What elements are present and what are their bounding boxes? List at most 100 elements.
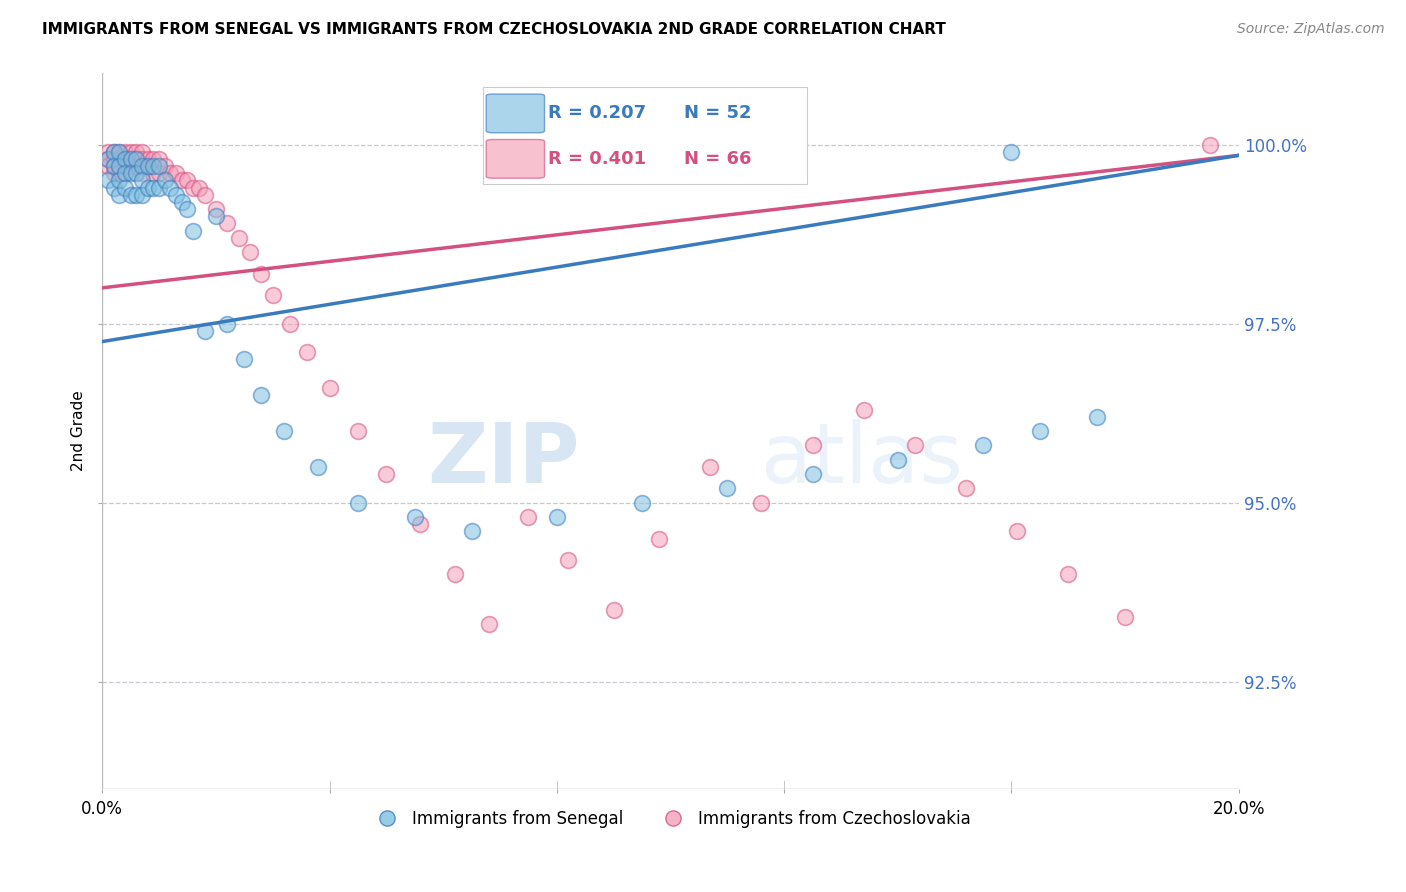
Point (250, 388, 273, 402)
Point (602, 603, 624, 617)
Point (404, 510, 426, 524)
Point (852, 402, 875, 417)
Point (108, 152, 131, 166)
Point (409, 517, 432, 532)
Point (165, 166, 187, 180)
Point (318, 381, 340, 395)
Point (801, 438, 824, 452)
Point (557, 553, 579, 567)
Point (120, 152, 142, 166)
Point (217, 317, 239, 331)
Point (170, 194, 193, 209)
Point (278, 317, 301, 331)
Point (1057, 567, 1080, 582)
Point (193, 187, 215, 202)
Point (250, 267, 273, 281)
Point (751, 496, 773, 510)
Point (108, 173, 131, 187)
Point (97, 152, 120, 166)
Y-axis label: 2nd Grade: 2nd Grade (72, 391, 86, 472)
Point (120, 166, 142, 180)
Point (103, 145, 125, 159)
Point (131, 159, 153, 173)
Point (108, 159, 131, 173)
Point (136, 159, 159, 173)
Point (108, 187, 131, 202)
Point (125, 152, 148, 166)
Point (148, 166, 170, 180)
Point (136, 152, 159, 166)
Point (103, 152, 125, 166)
Point (97, 159, 120, 173)
Point (176, 173, 198, 187)
Point (187, 180, 209, 194)
Point (97, 173, 120, 187)
Point (148, 152, 170, 166)
Point (307, 459, 329, 474)
Point (460, 524, 482, 539)
Point (125, 152, 148, 166)
Point (120, 152, 142, 166)
Point (125, 166, 148, 180)
Point (170, 173, 193, 187)
Point (131, 173, 153, 187)
Point (904, 438, 927, 452)
Point (972, 438, 994, 452)
Point (193, 324, 215, 338)
Point (103, 159, 125, 173)
Point (801, 467, 824, 481)
Point (347, 424, 370, 438)
Point (1000, 145, 1022, 159)
Point (159, 180, 181, 194)
Point (108, 166, 131, 180)
Point (165, 187, 187, 202)
Point (131, 187, 153, 202)
Point (228, 230, 250, 244)
Point (153, 173, 176, 187)
Point (125, 187, 148, 202)
Point (125, 145, 148, 159)
Point (1029, 424, 1052, 438)
Point (181, 180, 204, 194)
Point (443, 567, 465, 582)
Point (375, 467, 398, 481)
Point (114, 180, 136, 194)
Point (1005, 524, 1028, 539)
Point (631, 496, 654, 510)
Point (120, 145, 142, 159)
Point (103, 159, 125, 173)
Point (176, 202, 198, 216)
Point (205, 202, 228, 216)
Point (103, 166, 125, 180)
Point (517, 510, 540, 524)
Point (295, 345, 318, 359)
Point (125, 159, 148, 173)
Text: 20.0%: 20.0% (1212, 800, 1265, 818)
Point (142, 159, 165, 173)
Point (1199, 137, 1222, 152)
Point (546, 510, 568, 524)
Point (716, 482, 738, 496)
Point (136, 159, 159, 173)
Point (114, 166, 136, 180)
Text: atlas: atlas (762, 419, 963, 500)
Point (181, 223, 204, 237)
Point (120, 159, 142, 173)
Point (108, 145, 131, 159)
Point (120, 187, 142, 202)
Point (114, 159, 136, 173)
Point (159, 166, 181, 180)
Point (148, 180, 170, 194)
Point (142, 166, 165, 180)
Point (103, 180, 125, 194)
Point (478, 617, 501, 632)
Point (103, 145, 125, 159)
Point (262, 288, 284, 302)
Text: 0.0%: 0.0% (82, 800, 124, 818)
Point (217, 216, 239, 230)
Text: ZIP: ZIP (427, 419, 579, 500)
Point (114, 145, 136, 159)
Point (142, 180, 165, 194)
Legend: Immigrants from Senegal, Immigrants from Czechoslovakia: Immigrants from Senegal, Immigrants from… (364, 804, 977, 835)
Point (97, 145, 120, 159)
